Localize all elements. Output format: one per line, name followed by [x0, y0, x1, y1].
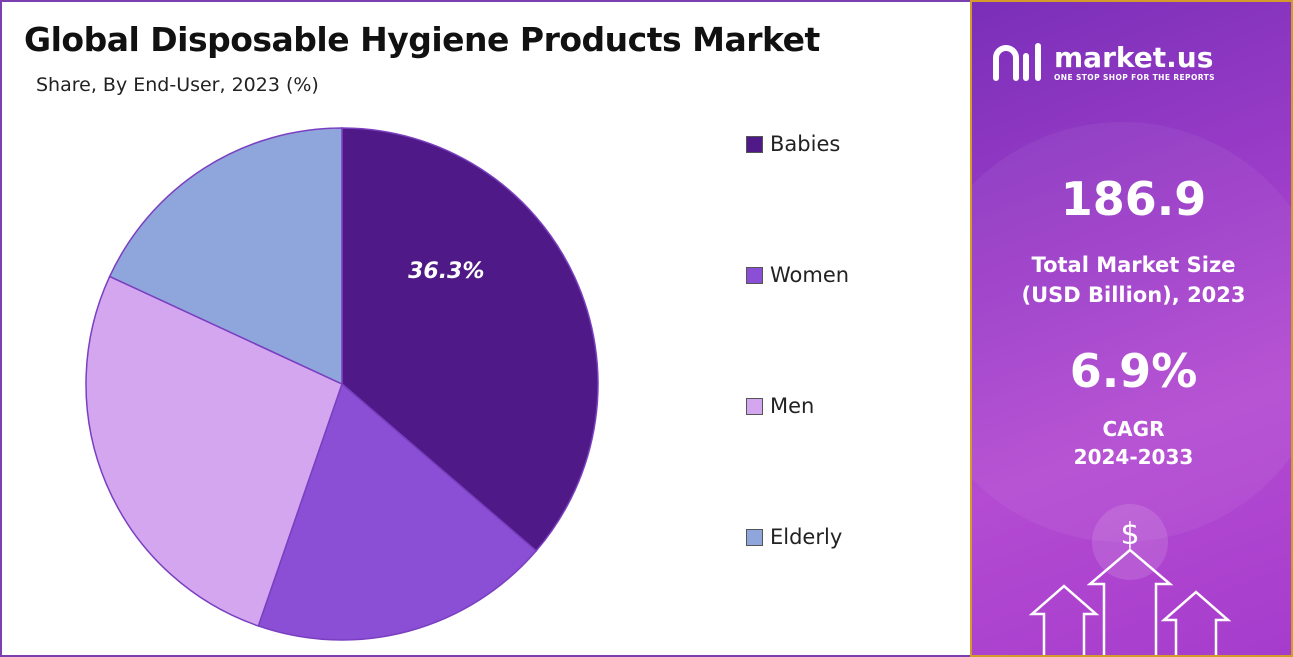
legend-item-babies: Babies: [746, 132, 840, 156]
summary-panel: market.us ONE STOP SHOP FOR THE REPORTS …: [970, 0, 1293, 657]
legend-label-men: Men: [770, 394, 815, 418]
pie-chart: 36.3%: [85, 127, 599, 641]
pie-slice-babies: [341, 127, 599, 552]
legend-item-elderly: Elderly: [746, 525, 842, 549]
market-size-label-2: (USD Billion), 2023: [1021, 283, 1246, 307]
legend-swatch-elderly: [746, 528, 763, 546]
market-size-value: 186.9: [1060, 172, 1207, 226]
brand-logo: market.us ONE STOP SHOP FOR THE REPORTS: [992, 42, 1215, 82]
cagr-label: CAGR: [1102, 417, 1165, 441]
pie-slice-elderly: [108, 127, 343, 386]
chart-subtitle: Share, By End-User, 2023 (%): [36, 74, 319, 96]
legend-swatch-babies: [746, 135, 763, 153]
logo-tagline: ONE STOP SHOP FOR THE REPORTS: [1054, 72, 1215, 82]
market-us-logo-icon: [993, 43, 1041, 81]
data-label-babies: 36.3%: [408, 259, 484, 284]
dollar-icon: $: [1120, 517, 1139, 552]
legend-item-women: Women: [746, 263, 849, 287]
legend-swatch-women: [746, 266, 763, 284]
legend-swatch-men: [746, 397, 763, 415]
legend-label-women: Women: [770, 263, 850, 287]
cagr-period: 2024-2033: [1073, 445, 1194, 469]
legend-label-babies: Babies: [770, 132, 841, 156]
up-arrow-icon: [1028, 548, 1232, 655]
coin-circle: [1092, 504, 1168, 580]
cagr-value: 6.9%: [1069, 344, 1198, 398]
market-size-label-1: Total Market Size: [1031, 253, 1236, 277]
growth-decoration: $: [1028, 504, 1232, 655]
legend-item-men: Men: [746, 394, 814, 418]
pie-slice-men: [85, 275, 343, 627]
chart-title: Global Disposable Hygiene Products Marke…: [24, 20, 820, 59]
pie-slice-women: [257, 382, 538, 641]
legend-label-elderly: Elderly: [770, 525, 843, 549]
logo-name: market.us: [1054, 40, 1214, 74]
chart-panel: Global Disposable Hygiene Products Marke…: [0, 0, 970, 657]
